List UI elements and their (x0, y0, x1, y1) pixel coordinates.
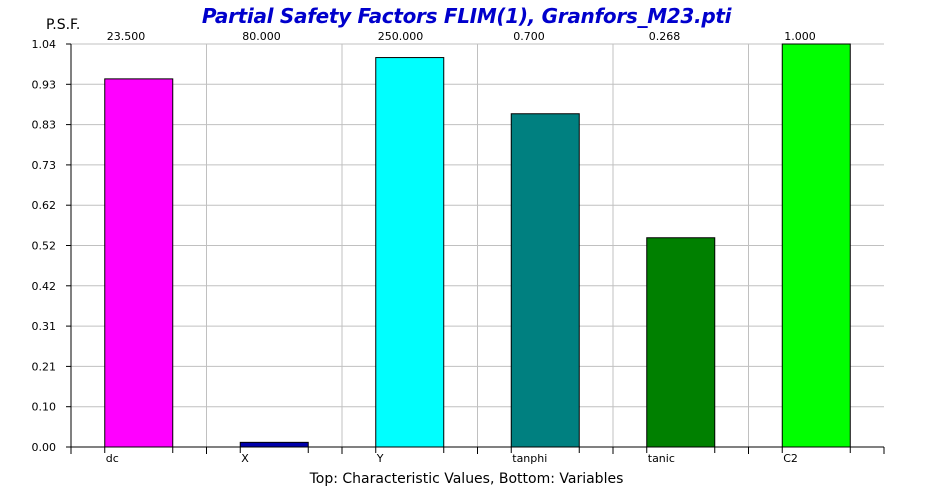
bar-X (239, 441, 309, 448)
bar-C2 (781, 43, 851, 448)
y-tick-label: 0.10 (32, 401, 57, 414)
top-value-label: 0.268 (649, 30, 681, 43)
x-axis-label: Top: Characteristic Values, Bottom: Vari… (309, 471, 624, 487)
top-value-label: 1.000 (784, 30, 816, 43)
x-tick-label: tanphi (512, 452, 547, 465)
x-tick-label: Y (376, 452, 384, 465)
bar-tanphi (510, 113, 580, 448)
bar-dc (104, 78, 174, 448)
bar-tanic (646, 237, 716, 448)
y-tick-label: 0.31 (32, 320, 57, 333)
chart-title: Partial Safety Factors FLIM(1), Granfors… (201, 4, 732, 28)
y-tick-label: 0.42 (32, 280, 57, 293)
x-tick-label: X (241, 452, 249, 465)
top-value-label: 23.500 (107, 30, 146, 43)
y-tick-label: 0.52 (32, 240, 57, 253)
top-value-label: 250.000 (378, 30, 424, 43)
x-tick-label: dc (106, 452, 119, 465)
y-axis-label: P.S.F. (46, 17, 81, 33)
top-value-label: 80.000 (242, 30, 281, 43)
y-tick-label: 1.04 (32, 38, 57, 51)
x-tick-label: C2 (783, 452, 798, 465)
bar-Y (375, 57, 445, 448)
y-tick-label: 0.00 (32, 441, 57, 454)
y-tick-label: 0.62 (32, 199, 57, 212)
y-tick-label: 0.83 (32, 119, 57, 132)
x-tick-label: tanic (648, 452, 675, 465)
y-tick-label: 0.21 (32, 360, 57, 373)
top-value-label: 0.700 (513, 30, 545, 43)
y-tick-label: 0.93 (32, 78, 57, 91)
y-tick-label: 0.73 (32, 159, 57, 172)
